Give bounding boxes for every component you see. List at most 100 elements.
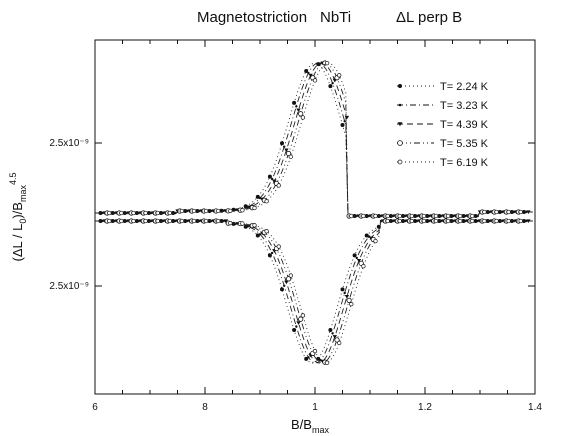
legend-marker [397, 159, 403, 165]
series-5-point [264, 199, 269, 204]
series-5-point [276, 244, 281, 249]
y-axis-label-mid: )/B [10, 202, 25, 219]
series-5-point [312, 348, 318, 354]
series-5-point [409, 218, 414, 224]
series-5-point [107, 218, 112, 224]
series-1-point [304, 68, 309, 73]
series-5-point [191, 218, 197, 224]
series-1-point [328, 84, 333, 89]
x-tick-label-1: 8 [202, 402, 208, 413]
series-2-point [295, 325, 298, 328]
series-5-point [349, 213, 354, 219]
series-1-point [425, 219, 430, 223]
data-layer [95, 60, 533, 365]
series-1-point [352, 253, 357, 258]
series-5-point [228, 208, 233, 213]
series-5-point [143, 210, 148, 216]
chart-title-part-3: ΔL perp B [396, 9, 462, 26]
series-5-point [216, 208, 221, 214]
legend-marker [397, 140, 403, 146]
series-2-point [307, 356, 310, 359]
series-5-point [252, 205, 257, 211]
series-5-point [119, 218, 124, 224]
series-3-point [344, 295, 350, 299]
series-5-point [445, 213, 451, 219]
legend: T= 2.24 K T= 3.23 K T= 4.39 K T= 5.35 K T= 6… [397, 81, 489, 169]
series-5-point [143, 218, 148, 224]
series-2-point [464, 214, 467, 218]
series-5-point [252, 223, 257, 228]
series-4-point [334, 337, 340, 343]
series-2-point [295, 105, 298, 108]
series-1-point [328, 327, 333, 332]
series-5-point [155, 210, 160, 216]
series-1-point [413, 219, 418, 223]
series-2-point [283, 284, 286, 287]
series-2-point [525, 219, 528, 223]
series-2-point [331, 81, 334, 85]
series-1-lower-branch [95, 220, 533, 364]
chart-title-part-2: NbTi [320, 9, 351, 26]
series-1-point [219, 208, 224, 213]
series-5-point [288, 154, 293, 159]
series-5-point [203, 218, 209, 224]
series-2-point [258, 233, 262, 236]
series-5-point [433, 218, 439, 224]
series-5-point [264, 229, 269, 234]
x-tick-label-2: 1 [312, 402, 318, 413]
legend-label: T= 3.23 K [440, 100, 489, 112]
series-5-point [385, 218, 390, 224]
series-5-point [179, 208, 185, 214]
series-5-point [506, 209, 511, 215]
y-tick-label-lower: 2.5x10⁻⁹ [49, 281, 89, 292]
chart-title-part-1: Magnetostriction [197, 9, 307, 26]
series-1-point [255, 233, 260, 238]
series-2-point [283, 145, 286, 148]
series-2-point [452, 214, 455, 218]
series-1-point [255, 194, 260, 199]
series-5-point [506, 218, 511, 224]
legend-entry-1: T= 2.24 K [397, 81, 489, 93]
series-5-point [131, 210, 136, 216]
series-5-point [361, 213, 366, 219]
x-axis-label-sub: max [312, 425, 330, 435]
legend-entry-3: T= 4.39 K [397, 119, 489, 131]
series-5-point [337, 340, 342, 346]
y-axis-label-main: (ΔL / L [10, 224, 25, 262]
series-3-point [223, 219, 229, 223]
series-5-point [445, 218, 451, 224]
series-5-point [409, 213, 414, 219]
series-5-point [240, 221, 245, 226]
axis-ticks [94, 40, 536, 394]
series-5-point [312, 78, 318, 83]
series-5-point [458, 213, 463, 219]
series-5-point [494, 218, 499, 224]
series-5-point [421, 218, 427, 224]
series-5-point [240, 208, 245, 213]
series-4-lower-branch [95, 220, 533, 364]
series-5-point [373, 238, 378, 244]
x-axis-label-main: B/B [291, 417, 312, 432]
series-5-point [324, 360, 330, 365]
series-2-point [307, 71, 310, 75]
series-3-point [344, 115, 350, 120]
series-5-point [458, 218, 463, 224]
series-5-point [421, 213, 427, 219]
legend-label: T= 6.19 K [440, 157, 489, 169]
series-4-point [346, 297, 352, 303]
legend-marker [398, 103, 402, 107]
series-1-point [340, 122, 345, 127]
series-3-point [284, 280, 289, 285]
series-5-point [119, 210, 124, 216]
series-1-point [292, 100, 297, 105]
series-4-point [285, 276, 292, 282]
series-5-point [228, 220, 233, 226]
series-3-point [296, 321, 301, 325]
x-tick-label-4: 1.4 [528, 402, 542, 413]
series-3-point [284, 148, 289, 153]
series-5-point [470, 218, 475, 224]
series-2-point [210, 209, 213, 213]
series-5 [95, 60, 533, 365]
series-5-point [361, 264, 366, 269]
series-2-upper-branch [95, 62, 533, 217]
